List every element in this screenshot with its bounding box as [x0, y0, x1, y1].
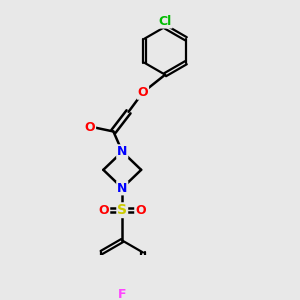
Text: O: O	[138, 86, 148, 99]
Text: O: O	[135, 204, 146, 217]
Text: O: O	[99, 204, 110, 217]
Text: N: N	[117, 145, 128, 158]
Text: O: O	[85, 121, 95, 134]
Text: F: F	[118, 287, 127, 300]
Text: N: N	[117, 182, 128, 194]
Text: S: S	[117, 203, 127, 217]
Text: Cl: Cl	[158, 15, 172, 28]
